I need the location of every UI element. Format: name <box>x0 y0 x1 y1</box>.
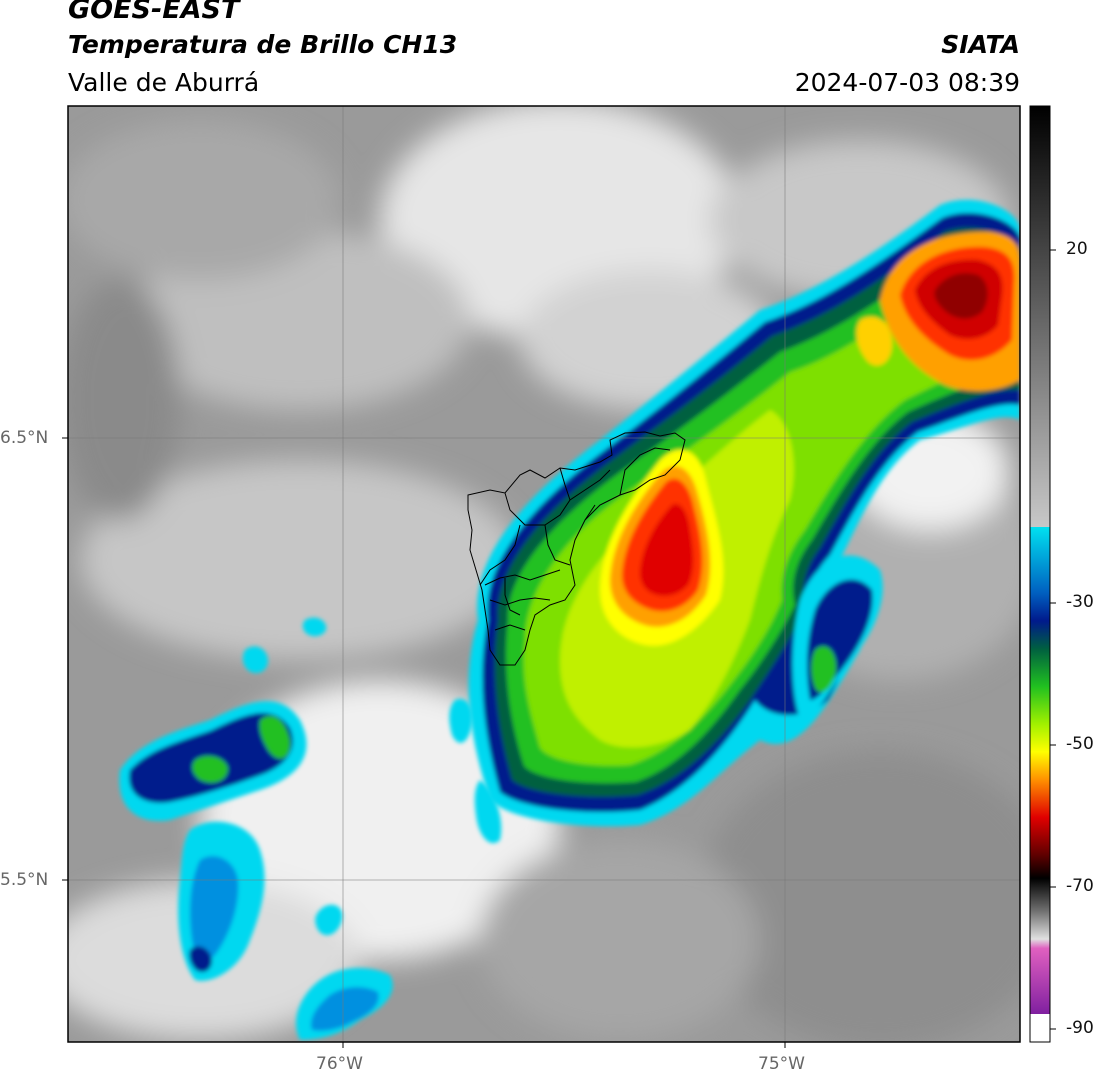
figure-title: GOES-EAST <box>68 0 240 25</box>
convective-system <box>468 199 1020 827</box>
axis-ticks <box>62 437 786 1048</box>
colorbar-label-minus90: -90 <box>1066 1018 1094 1038</box>
map-frame <box>67 105 1021 1043</box>
organization-label: SIATA <box>941 30 1020 59</box>
colorbar-label-minus70: -70 <box>1066 876 1094 896</box>
lat-label-6-5: 6.5°N <box>0 428 49 448</box>
colorbar-label-minus50: -50 <box>1066 734 1094 754</box>
colorbar-frame <box>1029 105 1051 1043</box>
figure-subtitle: Temperatura de Brillo CH13 <box>68 30 458 59</box>
map-field <box>68 106 1020 1042</box>
lon-label-75: 75°W <box>758 1054 805 1074</box>
region-label: Valle de Aburrá <box>68 68 260 97</box>
lon-label-76: 76°W <box>316 1054 363 1074</box>
colorbar-ticks <box>1050 249 1056 1030</box>
western-cells <box>119 617 502 1040</box>
municipal-boundaries <box>467 431 686 666</box>
timestamp-label: 2024-07-03 08:39 <box>794 68 1020 97</box>
gridlines <box>68 106 1020 1042</box>
lat-label-5-5: 5.5°N <box>0 870 49 890</box>
colorbar <box>1030 106 1050 1042</box>
colorbar-label-20: 20 <box>1066 239 1088 259</box>
colorbar-label-minus30: -30 <box>1066 592 1094 612</box>
